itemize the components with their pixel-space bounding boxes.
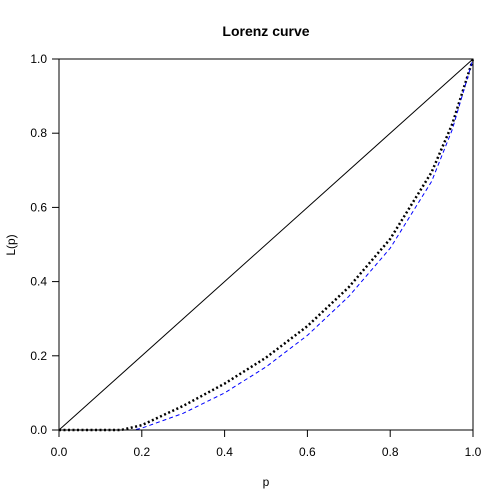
x-tick-label: 0.2	[133, 445, 150, 459]
plot-frame	[58, 58, 474, 431]
x-tick-label: 0.0	[51, 445, 68, 459]
y-tick-label: 0.2	[30, 349, 47, 363]
x-tick-label: 0.8	[382, 445, 399, 459]
y-tick-label: 0.6	[30, 200, 47, 214]
chart-title: Lorenz curve	[222, 23, 309, 39]
x-tick-label: 1.0	[465, 445, 482, 459]
x-axis-label: p	[263, 475, 270, 489]
series-line-1	[58, 58, 474, 431]
y-tick-label: 0.0	[30, 423, 47, 437]
y-tick-label: 1.0	[30, 52, 47, 66]
x-axis: 0.0 0.2 0.4 0.6 0.8 1.0	[51, 430, 482, 459]
x-tick-label: 0.6	[299, 445, 316, 459]
x-tick-label: 0.4	[216, 445, 233, 459]
plot-area	[58, 58, 475, 432]
y-tick-label: 0.8	[30, 126, 47, 140]
y-tick-label: 0.4	[30, 275, 47, 289]
y-axis: 0.0 0.2 0.4 0.6 0.8 1.0	[30, 52, 59, 437]
y-axis-label: L(p)	[4, 234, 18, 255]
